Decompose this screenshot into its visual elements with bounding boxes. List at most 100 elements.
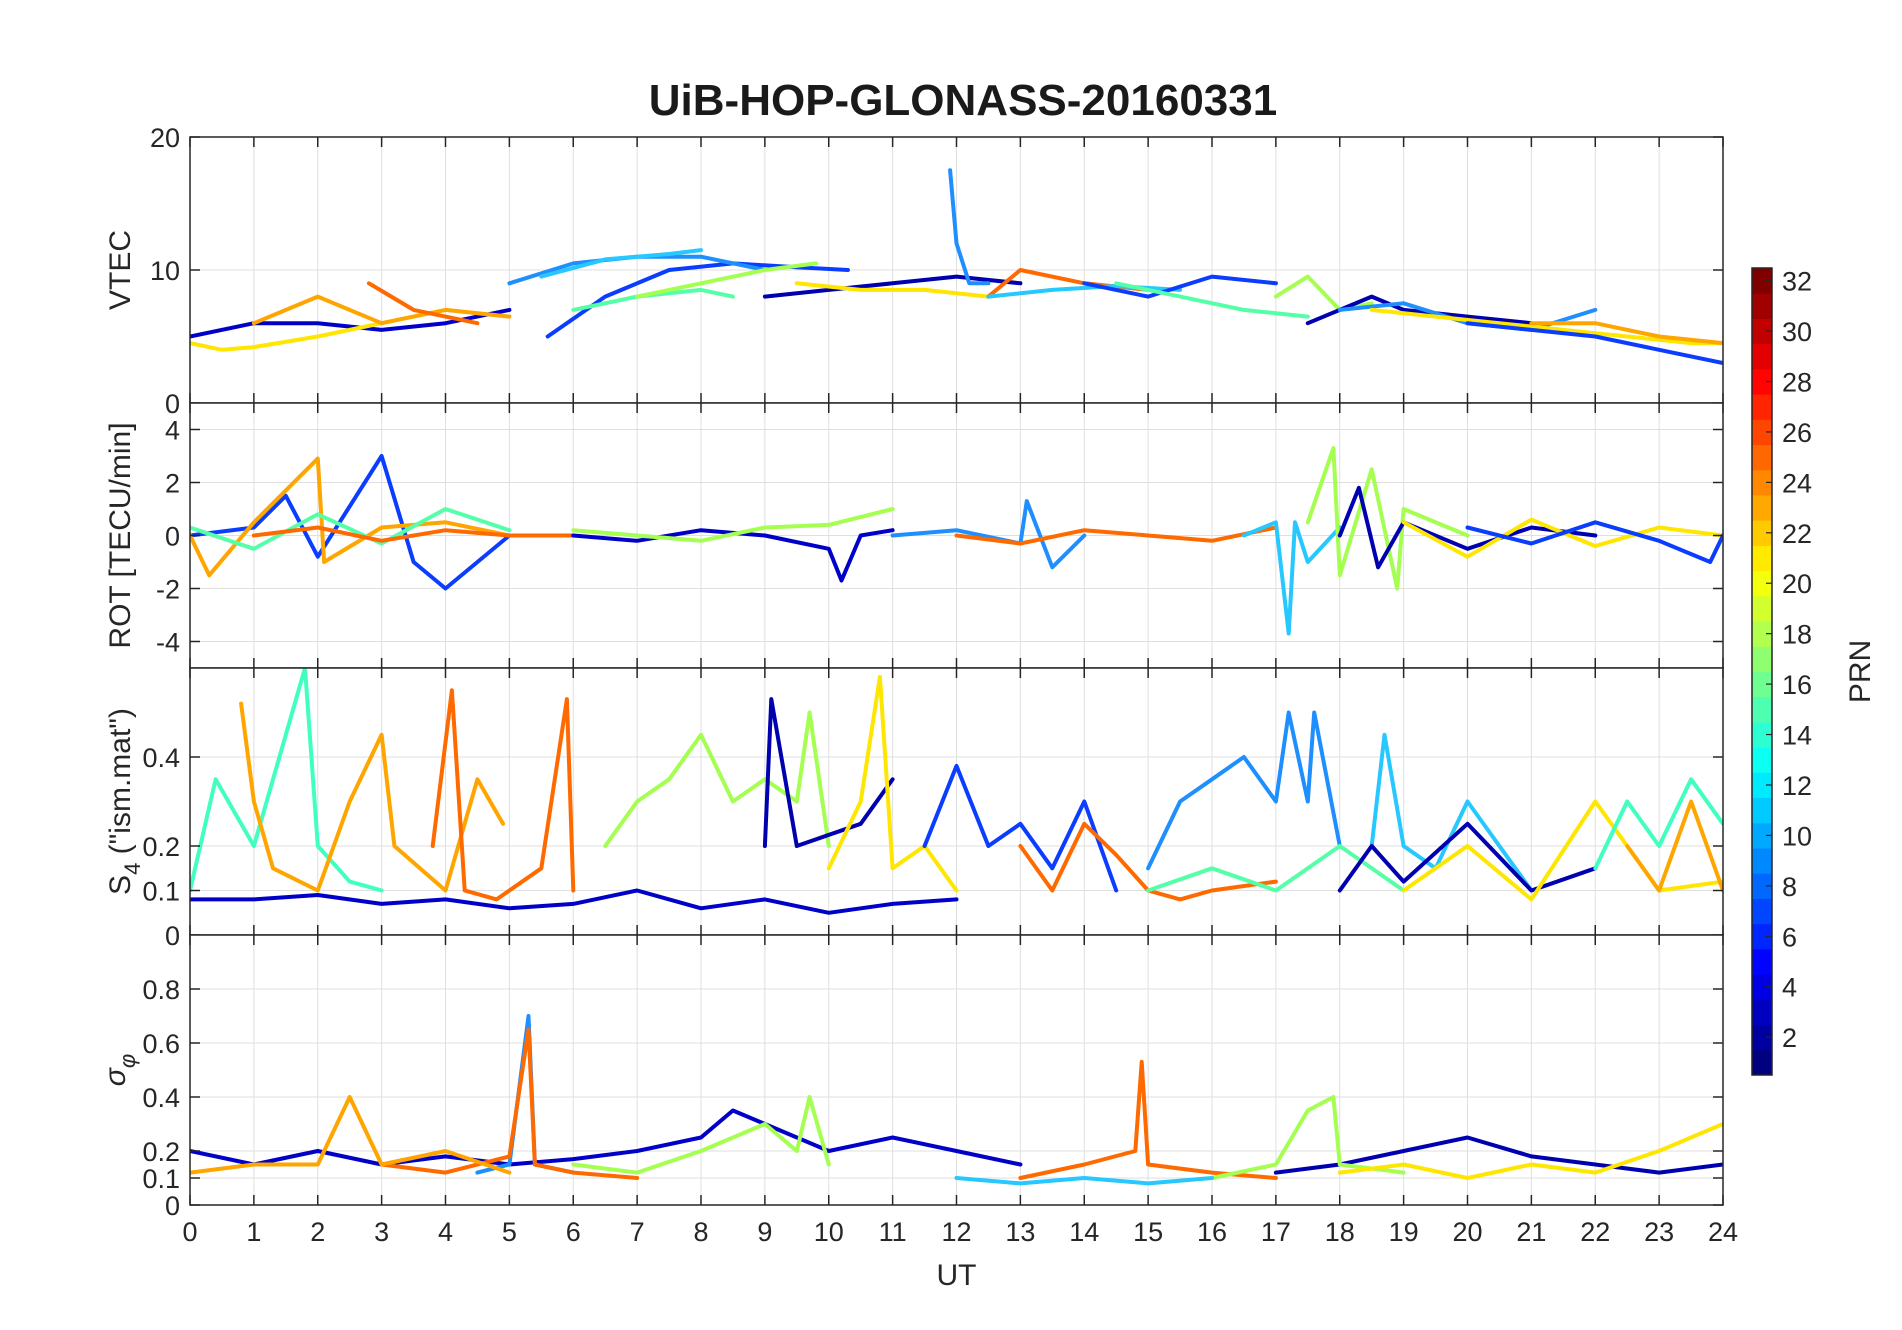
- colorbar-tick-label: 18: [1782, 620, 1812, 650]
- colorbar-swatch: [1752, 999, 1772, 1026]
- colorbar-tick-label: 4: [1782, 973, 1797, 1003]
- series-line: [190, 507, 512, 551]
- panel-3: 0 0.1 0.2 0.4S4 ("ism.mat"): [104, 667, 1724, 951]
- colorbar-tick-label: 6: [1782, 922, 1797, 952]
- series-line: [1593, 777, 1723, 871]
- series-line: [948, 168, 991, 286]
- y-axis-label: σφ: [99, 1054, 140, 1086]
- x-tick-label: 18: [1325, 1217, 1355, 1247]
- x-tick-label: 13: [1005, 1217, 1035, 1247]
- colorbar-tick-label: 20: [1782, 569, 1812, 599]
- series-line: [366, 281, 480, 326]
- x-tick-label: 14: [1069, 1217, 1099, 1247]
- series-line: [1305, 446, 1470, 591]
- colorbar-swatch: [1752, 923, 1772, 950]
- series-line: [251, 525, 576, 543]
- x-tick-label: 3: [374, 1217, 389, 1247]
- y-tick-label: 0: [165, 921, 180, 951]
- series-line: [1241, 520, 1342, 636]
- colorbar-swatch: [1752, 948, 1772, 975]
- colorbar-swatch: [1752, 696, 1772, 723]
- series-line: [190, 668, 384, 893]
- y-tick-label: 10: [150, 256, 180, 286]
- x-tick-label: 1: [246, 1217, 261, 1247]
- y-tick-label: 0.2: [142, 832, 180, 862]
- series-line: [1018, 821, 1278, 902]
- series-line: [190, 1095, 512, 1175]
- colorbar-swatch: [1752, 318, 1772, 345]
- series-line: [571, 287, 735, 312]
- colorbar-swatch: [1752, 268, 1772, 294]
- colorbar-tick-label: 26: [1782, 418, 1812, 448]
- y-tick-label: 0: [165, 522, 180, 552]
- colorbar-swatch: [1752, 848, 1772, 874]
- series-line: [1337, 821, 1598, 893]
- colorbar-frame: [1751, 267, 1773, 1076]
- colorbar-swatch: [1752, 974, 1772, 1000]
- x-tick-label: 21: [1516, 1217, 1546, 1247]
- series-line: [1305, 294, 1534, 326]
- series-line: [190, 888, 959, 915]
- x-tick-label: 17: [1261, 1217, 1291, 1247]
- y-tick-label: 20: [150, 123, 180, 153]
- colorbar-swatch: [1752, 747, 1772, 773]
- x-tick-label: 7: [630, 1217, 645, 1247]
- series-line: [190, 1108, 1023, 1167]
- series-line: [1273, 1135, 1723, 1175]
- colorbar-tick-label: 10: [1782, 821, 1812, 851]
- panel-2: -4 -2 0 2 4 ROT [TECU/min]: [104, 402, 1724, 669]
- y-tick-label: 0: [165, 389, 180, 419]
- y-tick-label: 0.8: [142, 975, 180, 1005]
- series-line: [571, 528, 895, 583]
- colorbar-swatch: [1752, 772, 1772, 799]
- series-group: [190, 446, 1723, 636]
- colorbar-swatch: [1752, 646, 1772, 672]
- series-line: [922, 763, 1119, 893]
- series-line: [635, 261, 818, 299]
- x-tick-label: 9: [757, 1217, 772, 1247]
- colorbar-swatch: [1752, 621, 1772, 647]
- y-tick-label: 4: [165, 416, 180, 446]
- chart-title: UiB-HOP-GLONASS-20160331: [649, 76, 1277, 125]
- series-line: [1625, 799, 1723, 893]
- series-line: [1146, 710, 1342, 871]
- x-tick-label: 23: [1644, 1217, 1674, 1247]
- series-line: [571, 1095, 831, 1175]
- y-tick-label: 0: [165, 1191, 180, 1221]
- y-tick-label: 0.2: [142, 1137, 180, 1167]
- colorbar-tick-label: 2: [1782, 1023, 1797, 1053]
- colorbar-tick-label: 32: [1782, 267, 1812, 297]
- colorbar-swatch: [1752, 394, 1772, 420]
- series-group: [190, 668, 1723, 915]
- series-line: [1401, 799, 1723, 902]
- x-tick-label: 12: [941, 1217, 971, 1247]
- x-tick-label: 22: [1580, 1217, 1610, 1247]
- colorbar-tick-label: 14: [1782, 721, 1812, 751]
- series-line: [190, 454, 512, 591]
- series-group: [190, 168, 1723, 366]
- x-tick-label: 24: [1708, 1217, 1738, 1247]
- panel-1: 0 10 20 VTEC: [104, 123, 1724, 419]
- x-axis-label: UT: [937, 1259, 977, 1292]
- colorbar-swatch: [1752, 545, 1772, 572]
- colorbar-swatch: [1752, 293, 1772, 319]
- colorbar-swatch: [1752, 898, 1772, 925]
- series-line: [1465, 520, 1723, 564]
- colorbar-tick-label: 16: [1782, 670, 1812, 700]
- colorbar-swatch: [1752, 873, 1772, 899]
- y-tick-label: 0.4: [142, 1083, 180, 1113]
- colorbar-tick-label: 28: [1782, 367, 1812, 397]
- series-group: [190, 1014, 1723, 1186]
- colorbar-swatch: [1752, 494, 1772, 521]
- series-line: [603, 710, 831, 848]
- colorbar-tick-label: 12: [1782, 771, 1812, 801]
- colorbar-swatch: [1752, 469, 1772, 496]
- colorbar-tick-label: 24: [1782, 468, 1812, 498]
- series-line: [571, 507, 895, 543]
- x-tick-label: 4: [438, 1217, 453, 1247]
- series-line: [1337, 1122, 1723, 1180]
- colorbar-tick-label: 30: [1782, 317, 1812, 347]
